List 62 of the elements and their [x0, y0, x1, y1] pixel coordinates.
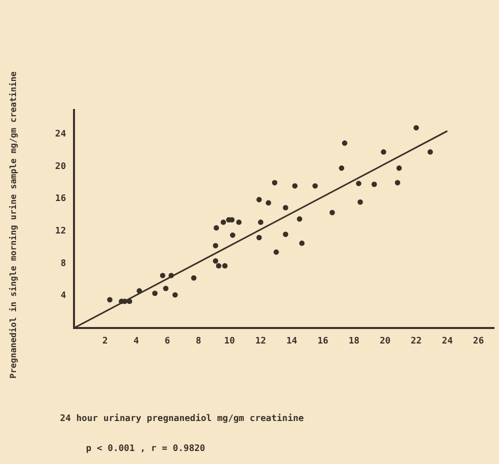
x-tick-label: 20	[380, 336, 391, 347]
point	[163, 286, 168, 292]
point	[214, 225, 220, 231]
x-tick-label: 26	[473, 336, 484, 347]
point	[136, 288, 142, 294]
y-tick-label: 8	[60, 258, 66, 269]
x-tick-label: 8	[196, 336, 202, 347]
text: 24 hour urinary pregnanediol mg/gm creatinine	[60, 414, 304, 424]
x-tick-label: 18	[348, 336, 360, 347]
point	[396, 165, 402, 171]
point	[296, 216, 302, 222]
point	[292, 183, 298, 189]
x-tick-label: 2	[102, 336, 108, 347]
point	[282, 232, 288, 238]
y-axis-title: Pregnanediol in single morning urine sample mg/gm creatinine	[9, 71, 19, 379]
point	[342, 140, 348, 146]
text: p < 0.001 , r = 0.9820	[86, 444, 206, 454]
point	[256, 196, 262, 202]
x-tick-label: 14	[286, 336, 298, 347]
y-tick-label: 24	[55, 130, 67, 140]
point	[414, 125, 419, 130]
x-tick-label: 16	[317, 336, 328, 347]
point	[212, 258, 218, 264]
x-tick-label: 4	[134, 336, 140, 347]
point	[216, 263, 222, 269]
x-tick-label: 24	[442, 336, 454, 347]
point	[256, 234, 262, 240]
point	[356, 180, 362, 186]
point	[372, 182, 377, 187]
point	[172, 292, 178, 298]
y-tick-label: 12	[55, 226, 66, 236]
x-tick-label: 10	[224, 336, 235, 347]
point	[126, 298, 132, 304]
point	[358, 199, 363, 205]
x-tick-label: 12	[255, 336, 266, 347]
y-tick-label: 20	[55, 162, 66, 172]
y-tick-label: 16	[55, 194, 66, 204]
point	[299, 240, 305, 246]
point	[266, 200, 272, 206]
point	[107, 297, 112, 302]
y-tick-label: 4	[60, 291, 67, 302]
point	[380, 149, 386, 155]
point	[222, 263, 228, 269]
point	[230, 232, 236, 238]
point	[272, 180, 278, 186]
x-tick-label: 22	[410, 336, 422, 347]
point	[338, 165, 344, 171]
point	[160, 272, 166, 278]
point	[282, 204, 288, 210]
x-tick-label: 6	[164, 336, 170, 347]
point	[191, 275, 196, 281]
point	[212, 242, 218, 248]
point	[394, 180, 400, 186]
point	[258, 220, 264, 225]
point	[236, 220, 242, 225]
point	[168, 272, 174, 278]
point	[220, 220, 226, 225]
point	[312, 183, 318, 189]
point	[152, 290, 158, 296]
point	[330, 210, 335, 216]
point	[274, 249, 279, 255]
point	[428, 149, 433, 155]
